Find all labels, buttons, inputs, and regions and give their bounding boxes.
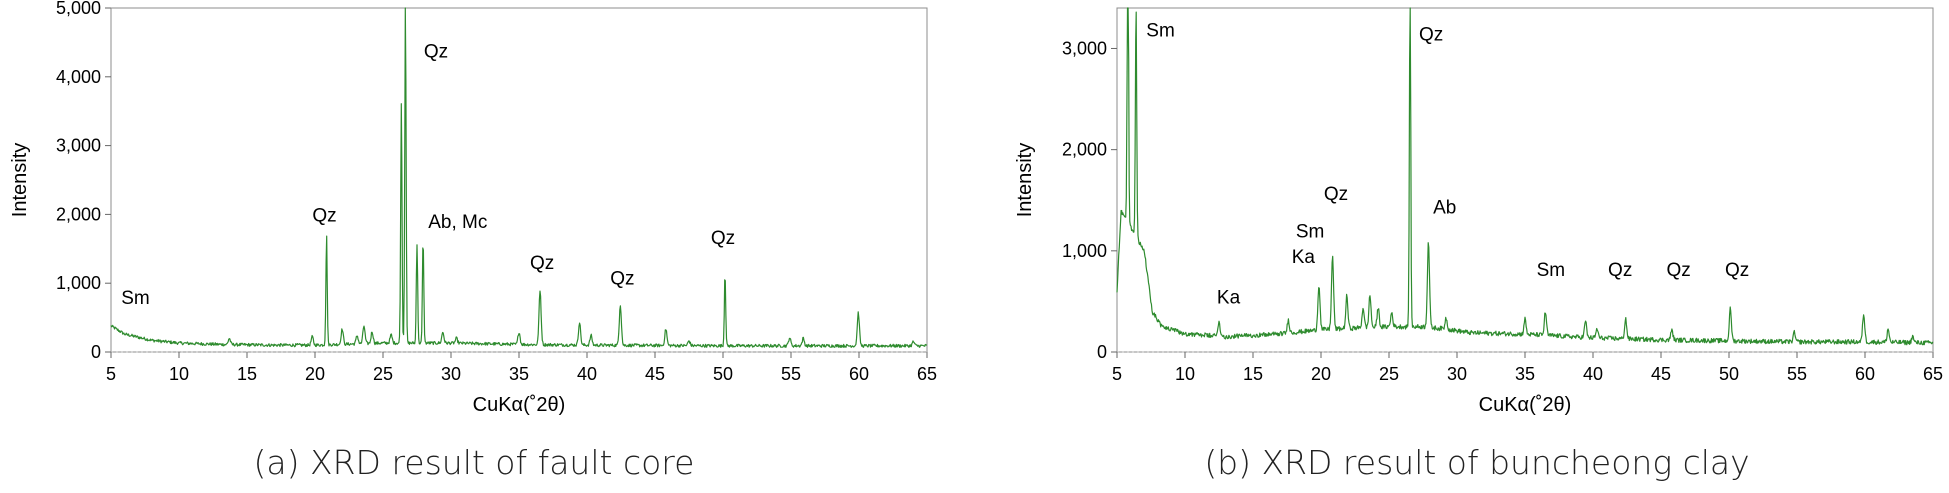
x-tick-label: 45 <box>1651 364 1671 384</box>
x-tick-label: 50 <box>1719 364 1739 384</box>
x-tick-label: 65 <box>1923 364 1943 384</box>
x-tick-label: 30 <box>441 364 461 384</box>
y-tick-label: 4,000 <box>56 67 101 87</box>
x-tick-label: 60 <box>849 364 869 384</box>
peak-annotation: Qz <box>1608 260 1632 281</box>
xrd-series-line <box>110 7 928 348</box>
peak-annotation: Qz <box>1725 260 1749 281</box>
x-tick-label: 15 <box>1243 364 1263 384</box>
peak-annotation: Ab <box>1433 197 1456 218</box>
peak-annotation: Qz <box>1419 24 1443 45</box>
x-tick-label: 5 <box>106 364 116 384</box>
x-tick-label: 25 <box>1379 364 1399 384</box>
peak-annotation: Qz <box>312 205 336 226</box>
peak-annotation: Qz <box>1667 260 1691 281</box>
y-tick-label: 5,000 <box>56 0 101 18</box>
x-tick-label: 25 <box>373 364 393 384</box>
x-axis-title: CuKα(˚2θ) <box>1479 394 1572 416</box>
chart-fault-core: 5 10 15 20 25 30 35 40 45 50 55 60 65 0 1,000 2,000 3,00… <box>9 0 937 482</box>
y-tick-label: 1,000 <box>1062 241 1107 261</box>
x-tick-label: 40 <box>1583 364 1603 384</box>
x-tick-label: 55 <box>781 364 801 384</box>
peak-annotation: Qz <box>424 42 448 63</box>
chart-caption: (a) XRD result of fault core <box>254 443 695 482</box>
y-tick-label: 1,000 <box>56 273 101 293</box>
x-tick-label: 65 <box>917 364 937 384</box>
x-tick-label: 40 <box>577 364 597 384</box>
x-tick-label: 20 <box>305 364 325 384</box>
x-tick-label: 15 <box>237 364 257 384</box>
y-axis-title: Intensity <box>9 143 31 217</box>
y-tick-label: 0 <box>1097 342 1107 362</box>
x-tick-label: 55 <box>1787 364 1807 384</box>
peak-annotation: Sm <box>1296 222 1325 243</box>
y-tick-label: 2,000 <box>56 204 101 224</box>
x-tick-label: 10 <box>169 364 189 384</box>
y-tick-label: 3,000 <box>1062 38 1107 58</box>
peak-annotation: Sm <box>1537 260 1566 281</box>
y-axis-title: Intensity <box>1014 143 1036 217</box>
x-axis-title: CuKα(˚2θ) <box>473 394 566 416</box>
plot-frame <box>110 7 928 353</box>
y-tick-label: 3,000 <box>56 136 101 156</box>
chart-buncheong-clay: 5 10 15 20 25 30 35 40 45 50 55 60 65 0 1,000 2,000 3,00… <box>1014 7 1943 482</box>
peak-annotation: Qz <box>711 228 735 249</box>
y-tick-label: 2,000 <box>1062 140 1107 160</box>
x-tick-label: 5 <box>1112 364 1122 384</box>
peak-annotation: Sm <box>1146 20 1175 41</box>
x-tick-label: 45 <box>645 364 665 384</box>
peak-annotation: Qz <box>610 269 634 290</box>
peak-annotation: Ka <box>1292 247 1316 268</box>
peak-annotation: Ka <box>1217 287 1241 308</box>
x-tick-label: 50 <box>713 364 733 384</box>
x-tick-label: 10 <box>1175 364 1195 384</box>
xrd-series-line <box>1116 7 1934 346</box>
peak-annotation: Qz <box>530 253 554 274</box>
x-tick-label: 35 <box>1515 364 1535 384</box>
x-tick-label: 20 <box>1311 364 1331 384</box>
y-tick-label: 0 <box>91 342 101 362</box>
x-tick-label: 35 <box>509 364 529 384</box>
peak-annotation: Sm <box>121 288 150 309</box>
x-tick-label: 30 <box>1447 364 1467 384</box>
peak-annotation: Qz <box>1324 184 1348 205</box>
chart-caption: (b) XRD result of buncheong clay <box>1204 443 1749 482</box>
peak-annotation: Ab, Mc <box>428 212 487 233</box>
x-tick-label: 60 <box>1855 364 1875 384</box>
